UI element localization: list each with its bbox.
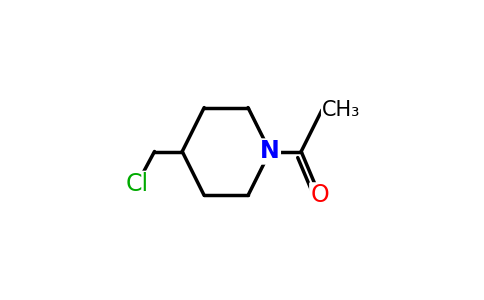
Text: Cl: Cl xyxy=(126,172,149,196)
Text: CH₃: CH₃ xyxy=(322,100,361,120)
Text: O: O xyxy=(310,183,329,207)
Text: N: N xyxy=(260,140,280,164)
